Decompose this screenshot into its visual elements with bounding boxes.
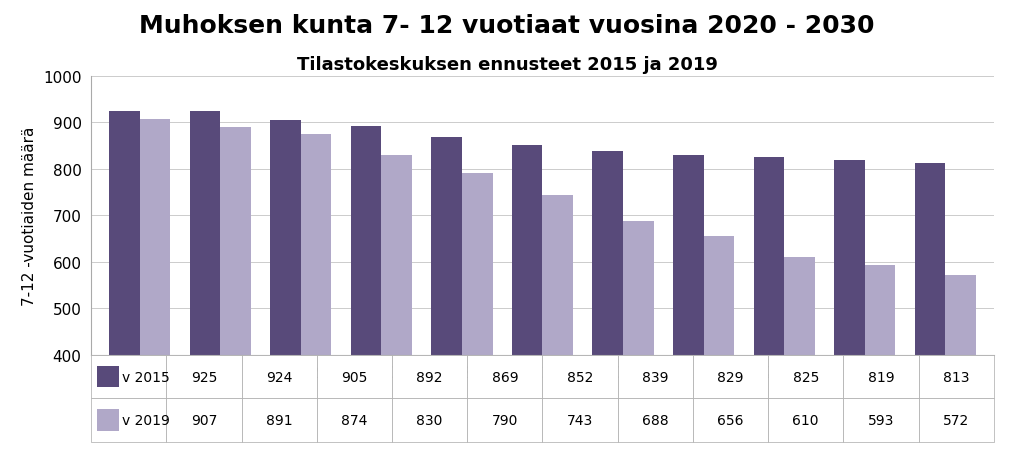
Bar [835,161,865,451]
Bar [351,127,381,451]
Bar [190,112,220,451]
Bar [512,145,542,451]
Bar [270,121,301,451]
Bar [220,127,250,451]
Bar [462,174,493,451]
Text: Tilastokeskuksen ennusteet 2015 ja 2019: Tilastokeskuksen ennusteet 2015 ja 2019 [296,56,718,74]
Bar [592,152,623,451]
Bar [381,156,412,451]
Bar [431,138,462,451]
Bar [623,221,654,451]
Text: v 2015: v 2015 [122,370,169,384]
Bar [784,258,815,451]
Text: v 2019: v 2019 [122,413,170,427]
Bar [140,120,170,451]
Bar [704,236,734,451]
Bar [301,135,332,451]
Bar [542,196,573,451]
Bar [108,111,140,451]
Bar [945,275,976,451]
Text: Muhoksen kunta 7- 12 vuotiaat vuosina 2020 - 2030: Muhoksen kunta 7- 12 vuotiaat vuosina 20… [139,14,875,37]
Y-axis label: 7-12 -vuotiaiden määrä: 7-12 -vuotiaiden määrä [22,126,38,305]
Bar [673,156,704,451]
Bar [915,163,945,451]
Bar [865,266,895,451]
Bar [753,158,784,451]
